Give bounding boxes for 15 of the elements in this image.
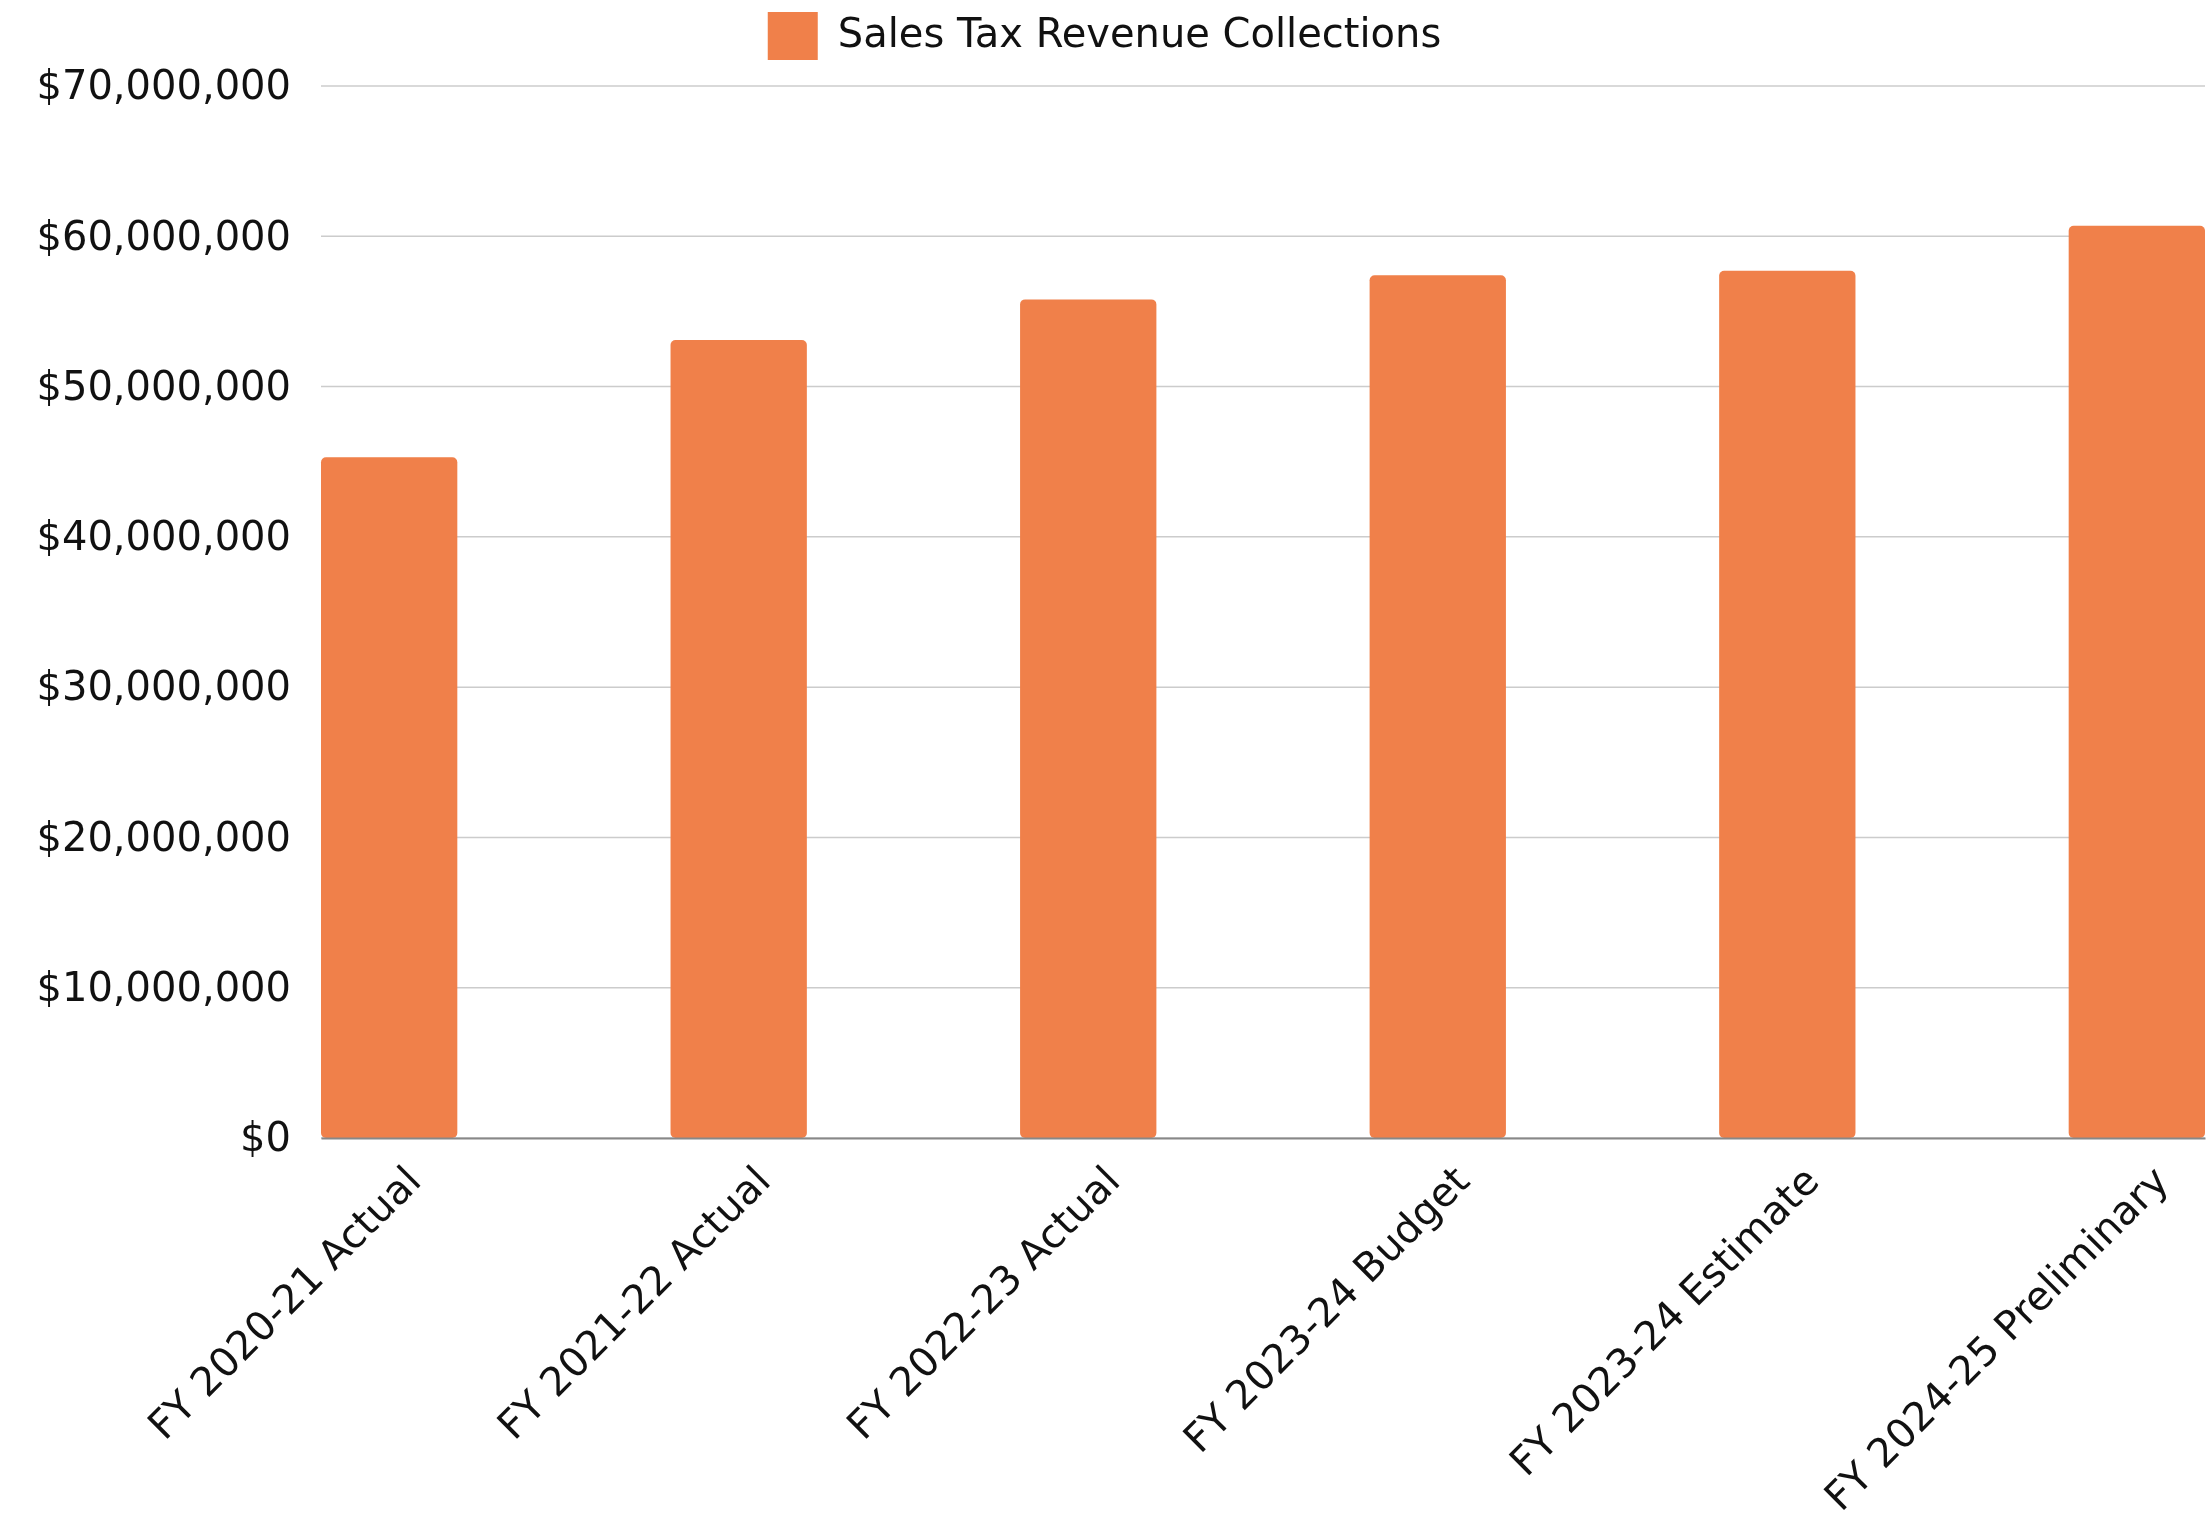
bar — [1719, 270, 1856, 1138]
bar — [321, 457, 458, 1138]
bar — [1020, 299, 1157, 1138]
bar — [1369, 275, 1506, 1138]
y-tick-label: $30,000,000 — [36, 663, 291, 710]
y-tick-label: $40,000,000 — [36, 513, 291, 560]
y-tick-label: $0 — [240, 1114, 291, 1161]
y-tick-label: $50,000,000 — [36, 362, 291, 409]
legend-label: Sales Tax Revenue Collections — [837, 10, 1442, 56]
bar — [670, 339, 807, 1138]
bar — [2068, 225, 2205, 1138]
y-tick-label: $70,000,000 — [36, 62, 291, 109]
y-tick-label: $10,000,000 — [36, 964, 291, 1011]
y-tick-label: $60,000,000 — [36, 212, 291, 259]
y-tick-label: $20,000,000 — [36, 813, 291, 860]
